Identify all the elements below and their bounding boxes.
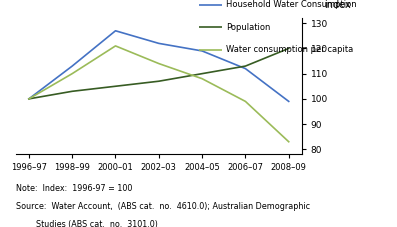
Text: Note:  Index:  1996-97 = 100: Note: Index: 1996-97 = 100 (16, 184, 132, 193)
Text: Household Water Consumption: Household Water Consumption (226, 0, 357, 9)
Text: Water consumption per capita: Water consumption per capita (226, 45, 354, 54)
Text: Studies (ABS cat.  no.  3101.0): Studies (ABS cat. no. 3101.0) (16, 220, 158, 227)
Text: Source:  Water Account,  (ABS cat.  no.  4610.0); Australian Demographic: Source: Water Account, (ABS cat. no. 461… (16, 202, 310, 211)
Text: index: index (325, 0, 351, 10)
Text: Population: Population (226, 23, 271, 32)
